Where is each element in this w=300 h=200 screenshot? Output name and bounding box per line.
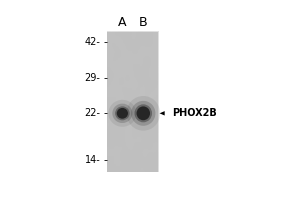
Text: B: B xyxy=(139,16,148,29)
Ellipse shape xyxy=(112,104,132,123)
Ellipse shape xyxy=(115,106,130,120)
Bar xyxy=(107,32,158,172)
Ellipse shape xyxy=(108,100,136,127)
Ellipse shape xyxy=(131,101,155,126)
Ellipse shape xyxy=(126,96,160,131)
Ellipse shape xyxy=(117,108,128,119)
Text: 22-: 22- xyxy=(84,108,100,118)
Ellipse shape xyxy=(136,106,150,120)
Polygon shape xyxy=(160,111,165,116)
Text: 14-: 14- xyxy=(85,155,100,165)
Text: PHOX2B: PHOX2B xyxy=(172,108,216,118)
Text: A: A xyxy=(118,16,127,29)
Ellipse shape xyxy=(134,104,152,122)
Text: 42-: 42- xyxy=(84,37,100,47)
Text: 29-: 29- xyxy=(84,73,100,83)
